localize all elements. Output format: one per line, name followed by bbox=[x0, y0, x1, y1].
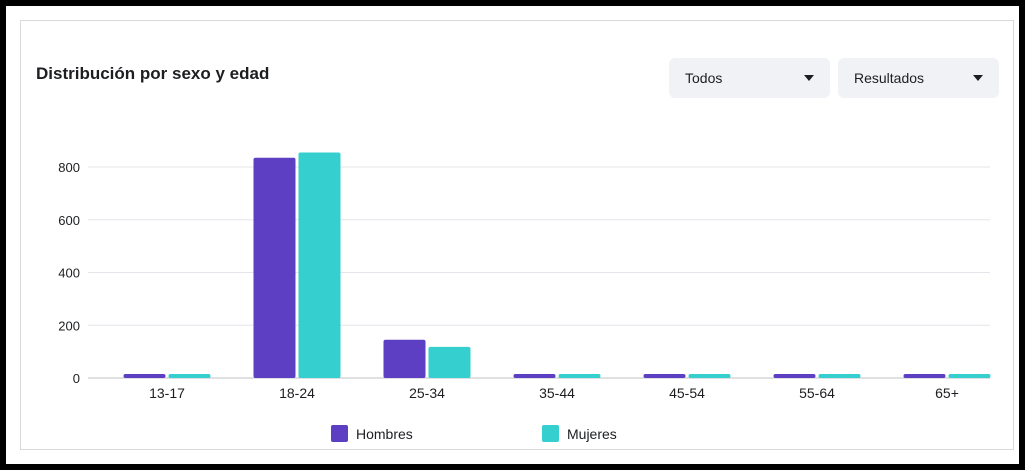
bar-hombres-35-44[interactable] bbox=[513, 374, 556, 378]
audience-filter-dropdown[interactable]: Todos bbox=[669, 58, 830, 98]
bar-hombres-55-64[interactable] bbox=[773, 374, 816, 378]
bar-chart: 0 200 400 600 800 13-17 18-24 25-34 35-44 45-54 55… bbox=[58, 152, 991, 401]
x-tick-label: 65+ bbox=[935, 385, 959, 401]
bar-mujeres-25-34[interactable] bbox=[428, 346, 471, 378]
metric-filter-dropdown[interactable]: Resultados bbox=[838, 58, 999, 98]
legend-label-mujeres: Mujeres bbox=[567, 425, 617, 442]
x-tick-label: 55-64 bbox=[799, 385, 835, 401]
caret-down-icon bbox=[973, 75, 983, 81]
bar-hombres-25-34[interactable] bbox=[383, 339, 426, 378]
x-tick-label: 45-54 bbox=[669, 385, 705, 401]
x-tick-label: 25-34 bbox=[409, 385, 445, 401]
bar-mujeres-35-44[interactable] bbox=[558, 374, 601, 378]
x-tick-label: 18-24 bbox=[279, 385, 315, 401]
y-tick-label: 800 bbox=[58, 160, 80, 175]
legend-mujeres[interactable]: Mujeres bbox=[542, 425, 617, 442]
y-tick-label: 600 bbox=[58, 213, 80, 228]
x-tick-label: 35-44 bbox=[539, 385, 575, 401]
y-tick-label: 0 bbox=[73, 371, 80, 386]
legend-label-hombres: Hombres bbox=[356, 425, 413, 442]
bar-hombres-13-17[interactable] bbox=[123, 374, 166, 378]
bar-hombres-45-54[interactable] bbox=[643, 374, 686, 378]
bar-hombres-18-24[interactable] bbox=[253, 157, 296, 378]
legend-hombres[interactable]: Hombres bbox=[331, 425, 413, 442]
bar-mujeres-13-17[interactable] bbox=[168, 374, 211, 378]
bar-mujeres-18-24[interactable] bbox=[298, 152, 341, 378]
caret-down-icon bbox=[804, 75, 814, 81]
y-tick-label: 400 bbox=[58, 266, 80, 281]
y-tick-label: 200 bbox=[58, 318, 80, 333]
bar-mujeres-55-64[interactable] bbox=[818, 374, 861, 378]
metric-filter-label: Resultados bbox=[854, 70, 925, 86]
legend-swatch-hombres bbox=[331, 425, 348, 442]
bar-mujeres-65+[interactable] bbox=[948, 374, 991, 378]
page-title: Distribución por sexo y edad bbox=[36, 64, 270, 83]
bar-mujeres-45-54[interactable] bbox=[688, 374, 731, 378]
audience-filter-label: Todos bbox=[685, 70, 723, 86]
legend-swatch-mujeres bbox=[542, 425, 559, 442]
x-tick-label: 13-17 bbox=[149, 385, 185, 401]
bar-hombres-65+[interactable] bbox=[903, 374, 946, 378]
